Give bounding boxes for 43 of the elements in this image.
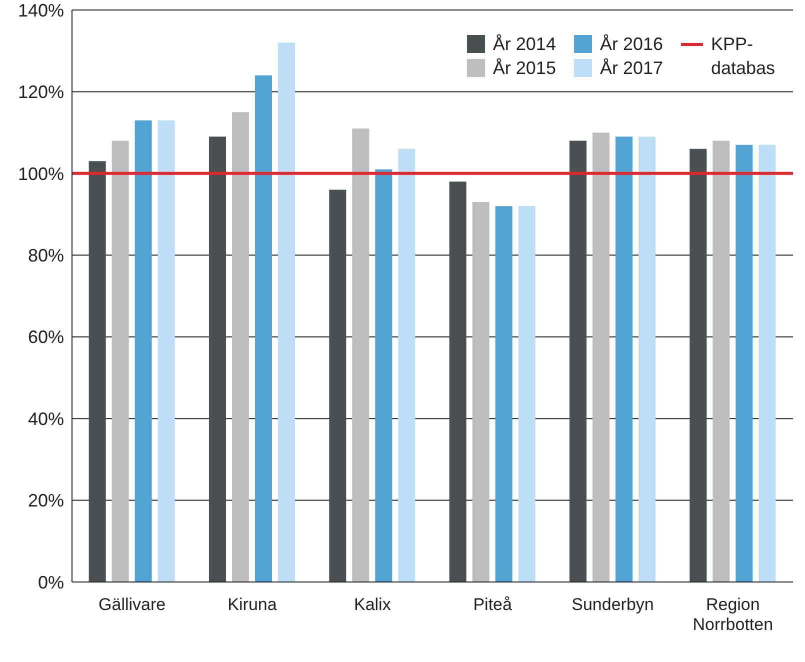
- bar: [472, 202, 490, 582]
- bar: [758, 144, 776, 582]
- x-tick-label: Kiruna: [228, 595, 278, 614]
- bar: [712, 140, 730, 582]
- legend-label: År 2015: [492, 58, 556, 78]
- bar: [615, 136, 632, 582]
- bar: [352, 128, 370, 582]
- legend-label: KPP-databas: [711, 33, 776, 80]
- bar: [329, 190, 346, 582]
- bar: [736, 144, 753, 582]
- bar: [158, 120, 175, 582]
- bar: [592, 132, 610, 582]
- y-tick-label: 60%: [28, 327, 64, 348]
- bar: [375, 169, 392, 582]
- bar: [254, 75, 272, 582]
- y-tick-label: 120%: [18, 82, 64, 102]
- x-tick-label: Sunderbyn: [572, 595, 654, 614]
- bar: [518, 206, 536, 582]
- x-tick-label: Region Norrbotten: [692, 595, 774, 634]
- y-tick-label: 20%: [28, 490, 64, 511]
- bar: [278, 42, 295, 582]
- bar: [398, 148, 416, 582]
- bar: [449, 182, 466, 582]
- legend-label: År 2016: [600, 34, 663, 54]
- x-tick-label: Kalix: [354, 595, 392, 614]
- y-tick-label: 140%: [18, 0, 64, 20]
- legend-label: År 2014: [492, 34, 556, 54]
- bar: [638, 136, 656, 582]
- bar: [112, 140, 129, 582]
- bar: [569, 140, 586, 582]
- legend-label: År 2017: [600, 58, 663, 78]
- bar: [232, 112, 249, 582]
- x-tick-label: Piteå: [473, 595, 512, 614]
- bar: [88, 161, 106, 582]
- bar: [134, 120, 152, 582]
- y-tick-label: 40%: [28, 408, 64, 429]
- y-tick-label: 80%: [28, 246, 64, 266]
- bar: [690, 148, 707, 582]
- y-tick-label: 0%: [38, 572, 64, 592]
- x-tick-label: Gällivare: [98, 595, 166, 614]
- bar: [208, 136, 226, 582]
- bar: [495, 206, 512, 582]
- y-tick-label: 100%: [18, 164, 64, 184]
